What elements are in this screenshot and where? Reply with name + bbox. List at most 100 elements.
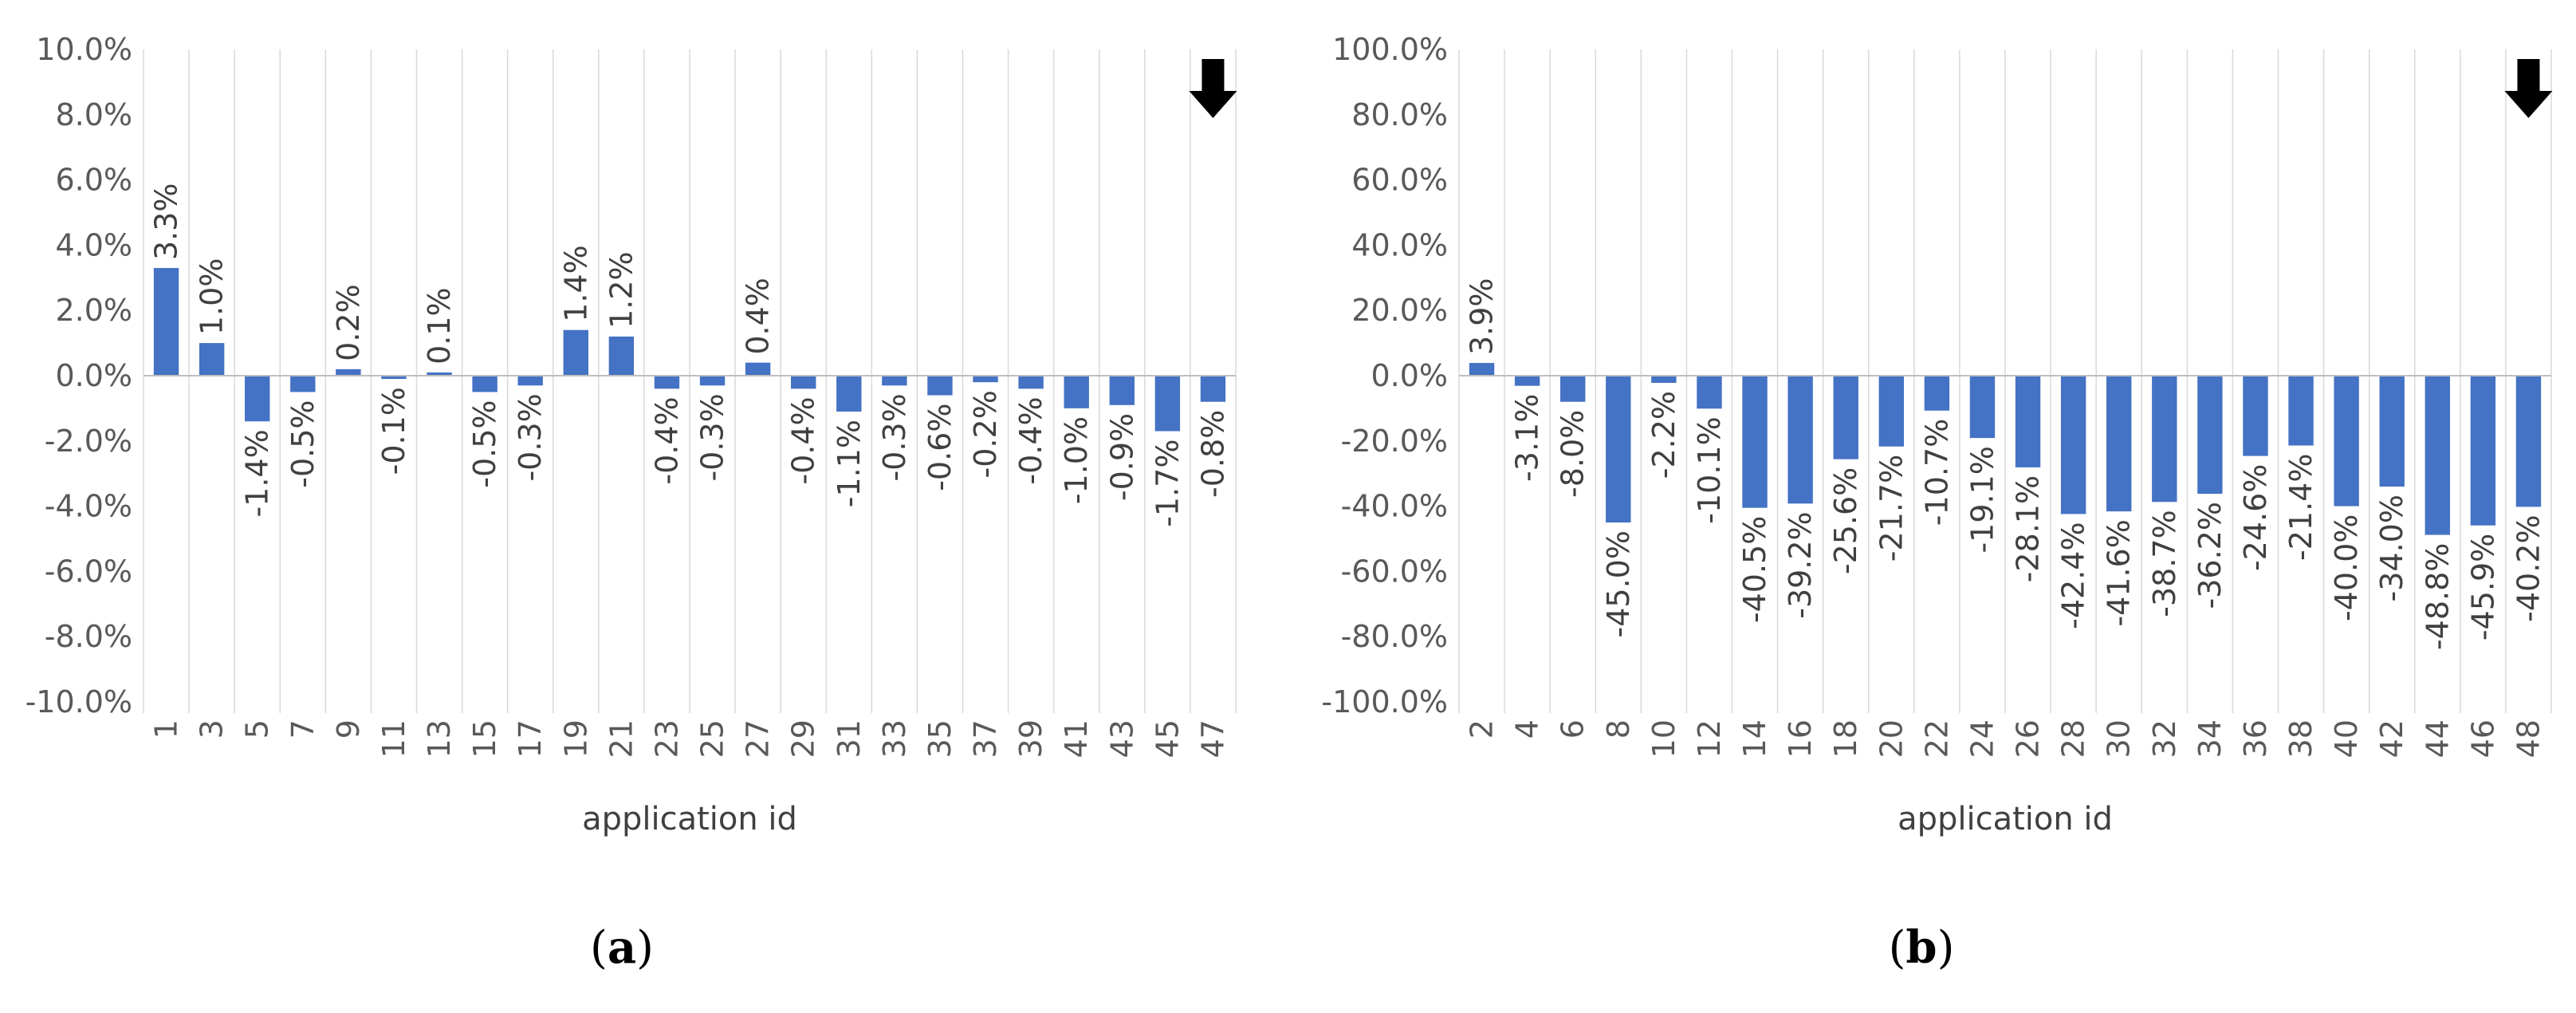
data-label: -0.4% xyxy=(649,396,684,484)
y-tick-label: -10.0% xyxy=(26,684,132,719)
data-label: 1.0% xyxy=(195,258,230,336)
caption-a: (a) xyxy=(589,921,654,974)
data-label: -0.3% xyxy=(695,393,730,481)
bar xyxy=(290,376,316,392)
x-tick-label: 15 xyxy=(467,719,502,758)
x-tick-label: 31 xyxy=(832,719,867,758)
x-tick-label: 3 xyxy=(195,719,230,739)
bar xyxy=(927,376,953,396)
x-axis-title: application id xyxy=(1898,801,2113,838)
x-tick-label: 1 xyxy=(149,719,184,739)
y-tick-label: 100.0% xyxy=(1332,32,1448,67)
y-tick-label: 4.0% xyxy=(55,227,132,262)
bar xyxy=(608,336,635,376)
x-tick-label: 8 xyxy=(1601,719,1636,739)
bar xyxy=(2515,376,2542,507)
bar xyxy=(245,376,270,422)
x-tick-label: 27 xyxy=(741,719,776,758)
data-label: -45.9% xyxy=(2465,534,2500,641)
y-tick-label: 80.0% xyxy=(1351,97,1448,132)
x-tick-label: 17 xyxy=(513,719,548,758)
data-label: -0.5% xyxy=(285,400,321,487)
bar xyxy=(2197,376,2223,495)
x-tick-label: 43 xyxy=(1104,719,1139,758)
data-label: 1.4% xyxy=(558,245,593,322)
bar xyxy=(1742,376,1768,508)
bar xyxy=(2106,376,2132,512)
data-label: -0.1% xyxy=(376,387,411,475)
bar xyxy=(1560,376,1586,402)
data-label: -10.1% xyxy=(1692,416,1727,523)
bar xyxy=(153,268,179,376)
bar xyxy=(2152,376,2177,503)
bar xyxy=(1469,363,1495,376)
data-label: -3.1% xyxy=(1510,394,1545,482)
x-tick-label: 18 xyxy=(1828,719,1863,758)
bar xyxy=(1154,376,1181,432)
y-tick-label: -20.0% xyxy=(1341,424,1448,459)
bar xyxy=(472,376,498,392)
x-tick-label: 23 xyxy=(649,719,684,758)
bar xyxy=(1064,376,1089,408)
data-label: 0.4% xyxy=(741,278,776,355)
bar xyxy=(2015,376,2041,467)
bar xyxy=(1200,376,1226,402)
bar xyxy=(973,376,998,383)
data-label: 3.9% xyxy=(1465,278,1500,356)
bar xyxy=(1514,376,1540,386)
data-label: -1.0% xyxy=(1059,416,1094,504)
bar xyxy=(2334,376,2359,506)
data-label: -0.4% xyxy=(1013,396,1048,484)
chart-b: -100.0% -80.0% -60.0% -40.0% -20.0% 0.0% 20.0%… xyxy=(1321,32,2553,838)
bar xyxy=(1109,376,1135,405)
bar xyxy=(1924,376,1950,411)
x-tick-label: 34 xyxy=(2193,719,2228,758)
x-tick-label: 13 xyxy=(422,719,457,758)
bar xyxy=(2243,376,2268,456)
data-label: -21.4% xyxy=(2283,454,2318,561)
x-tick-label: 39 xyxy=(1013,719,1048,758)
x-tick-label: 37 xyxy=(968,719,1003,758)
chart-panel-b: -100.0% -80.0% -60.0% -40.0% -20.0% 0.0% 20.0%… xyxy=(1292,0,2576,917)
x-tick-label: 30 xyxy=(2102,719,2137,758)
x-tick-label: 22 xyxy=(1919,719,1954,758)
y-tick-label: 2.0% xyxy=(55,293,132,328)
x-tick-label: 26 xyxy=(2011,719,2046,758)
x-tick-label: 41 xyxy=(1059,719,1094,758)
x-tick-label: 2 xyxy=(1465,719,1500,739)
data-label: -1.4% xyxy=(240,429,275,517)
y-tick-label: 40.0% xyxy=(1351,227,1448,262)
data-label: -1.7% xyxy=(1150,439,1185,527)
data-label: -1.1% xyxy=(832,420,867,507)
x-tick-label: 46 xyxy=(2465,719,2500,758)
data-label: -48.8% xyxy=(2420,543,2455,650)
data-label: -0.8% xyxy=(1195,410,1230,498)
x-tick-label: 5 xyxy=(240,719,275,739)
data-label: -36.2% xyxy=(2193,502,2228,609)
x-tick-label: 11 xyxy=(376,719,411,758)
y-tick-label: 6.0% xyxy=(55,163,132,198)
data-label: -2.2% xyxy=(1646,391,1681,479)
bar xyxy=(1697,376,1722,409)
data-label: -39.2% xyxy=(1783,511,1818,618)
x-tick-label: 48 xyxy=(2511,719,2546,758)
x-tick-label: 35 xyxy=(922,719,958,758)
y-tick-label: -8.0% xyxy=(45,619,132,654)
chart-a: -10.0% -8.0% -6.0% -4.0% -2.0% 0.0% 2.0% 4.0% 6.… xyxy=(26,32,1237,838)
data-label: -34.0% xyxy=(2374,495,2409,601)
y-tick-label: 8.0% xyxy=(55,97,132,132)
data-label: -40.2% xyxy=(2511,514,2546,621)
bar xyxy=(699,376,726,386)
x-tick-label: 6 xyxy=(1555,719,1591,739)
bar xyxy=(791,376,816,389)
data-label: -24.6% xyxy=(2238,464,2273,571)
x-tick-label: 16 xyxy=(1783,719,1818,758)
data-label: -21.7% xyxy=(1874,455,1909,562)
x-tick-label: 24 xyxy=(1964,719,2000,758)
data-label: -28.1% xyxy=(2011,475,2046,582)
bar xyxy=(1018,376,1044,389)
bar xyxy=(2288,376,2314,446)
bar xyxy=(745,362,771,376)
data-label: -38.7% xyxy=(2147,510,2182,617)
bar xyxy=(882,376,907,386)
